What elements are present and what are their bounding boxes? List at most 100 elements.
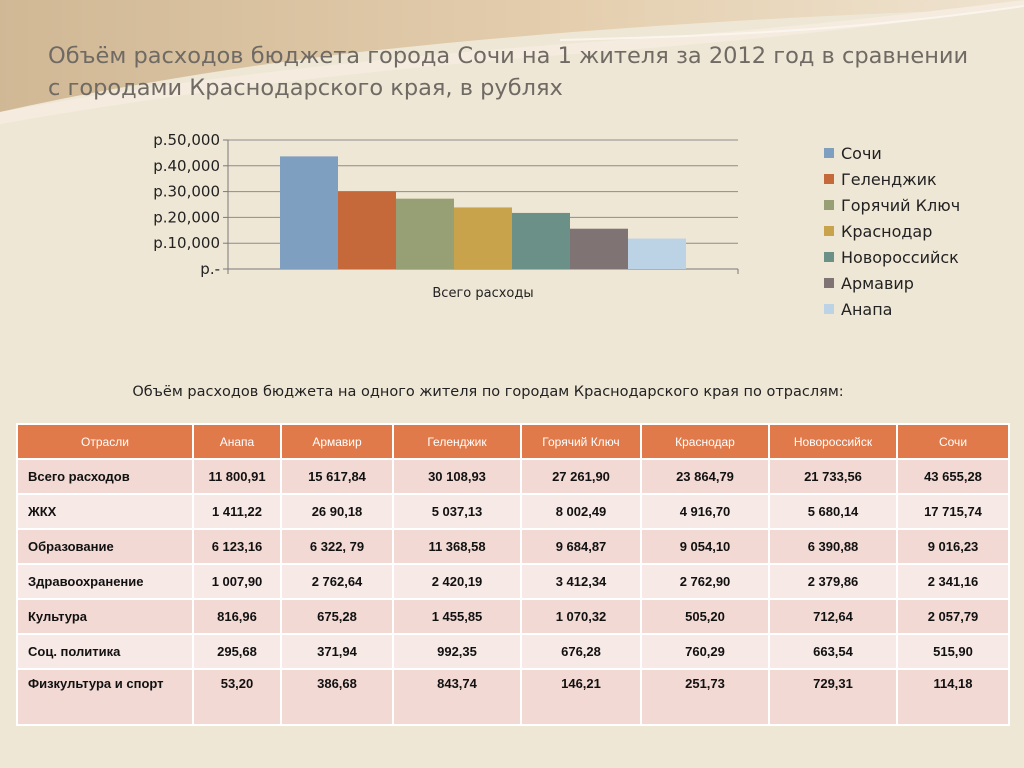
bar-4 bbox=[454, 207, 512, 269]
table-cell: 6 390,88 bbox=[768, 528, 898, 565]
table-cell: 5 680,14 bbox=[768, 493, 898, 530]
table-cell: 17 715,74 bbox=[896, 493, 1010, 530]
table-row: Образование 6 123,16 6 322, 79 11 368,58 9 6… bbox=[16, 528, 1010, 565]
y-tick-label: р.50,000 bbox=[153, 131, 220, 149]
table-cell: 251,73 bbox=[640, 668, 770, 726]
table-cell: 23 864,79 bbox=[640, 458, 770, 495]
table-cell: 843,74 bbox=[392, 668, 522, 726]
table-cell: 295,68 bbox=[192, 633, 282, 670]
table-cell: 4 916,70 bbox=[640, 493, 770, 530]
table-cell: 5 037,13 bbox=[392, 493, 522, 530]
table-cell: 2 379,86 bbox=[768, 563, 898, 600]
table-cell: 676,28 bbox=[520, 633, 642, 670]
legend-item: Новороссийск bbox=[824, 244, 960, 270]
table-cell: 114,18 bbox=[896, 668, 1010, 726]
page-title-line-2: с городами Краснодарского края, в рублях bbox=[48, 75, 563, 101]
row-label: Всего расходов bbox=[16, 458, 194, 495]
row-label: Физкультура и спорт bbox=[16, 668, 194, 726]
legend-label: Анапа bbox=[841, 299, 893, 319]
table-body: Всего расходов 11 800,91 15 617,84 30 108,9… bbox=[16, 458, 1010, 726]
table-cell: 386,68 bbox=[280, 668, 394, 726]
bar-chart: р.- р.10,000 р.20,000 р.30,000 р.40,000 р.50,… bbox=[153, 131, 739, 301]
column-header: Анапа bbox=[192, 423, 282, 460]
table-row: Соц. политика 295,68 371,94 992,35 676,28 760… bbox=[16, 633, 1010, 670]
legend-swatch bbox=[824, 278, 834, 288]
table-cell: 515,90 bbox=[896, 633, 1010, 670]
table-row: Культура 816,96 675,28 1 455,85 1 070,32 505,… bbox=[16, 598, 1010, 635]
table-cell: 729,31 bbox=[768, 668, 898, 726]
table-cell: 9 016,23 bbox=[896, 528, 1010, 565]
legend-label: Сочи bbox=[841, 143, 882, 163]
column-header: Геленджик bbox=[392, 423, 522, 460]
legend-item: Армавир bbox=[824, 270, 960, 296]
legend-label: Новороссийск bbox=[841, 247, 959, 267]
row-label: Образование bbox=[16, 528, 194, 565]
legend-item: Краснодар bbox=[824, 218, 960, 244]
legend-swatch bbox=[824, 174, 834, 184]
bar-1 bbox=[280, 156, 338, 269]
legend-item: Анапа bbox=[824, 296, 960, 322]
table-cell: 1 455,85 bbox=[392, 598, 522, 635]
table-cell: 9 054,10 bbox=[640, 528, 770, 565]
y-tick-label: р.40,000 bbox=[153, 157, 220, 175]
row-label: Соц. политика bbox=[16, 633, 194, 670]
column-header: Армавир bbox=[280, 423, 394, 460]
table-cell: 26 90,18 bbox=[280, 493, 394, 530]
table-cell: 371,94 bbox=[280, 633, 394, 670]
row-label: Здравоохранение bbox=[16, 563, 194, 600]
y-tick-label: р.- bbox=[200, 260, 220, 278]
table-header-row: Отрасли Анапа Армавир Геленджик Горячий Ключ… bbox=[16, 423, 1010, 460]
bar-5 bbox=[512, 212, 570, 269]
table-row: Всего расходов 11 800,91 15 617,84 30 108,9… bbox=[16, 458, 1010, 495]
table-row: ЖКХ 1 411,22 26 90,18 5 037,13 8 002,49 4 916… bbox=[16, 493, 1010, 530]
table-cell: 760,29 bbox=[640, 633, 770, 670]
table-cell: 6 123,16 bbox=[192, 528, 282, 565]
legend-swatch bbox=[824, 148, 834, 158]
row-label: Культура bbox=[16, 598, 194, 635]
table-cell: 675,28 bbox=[280, 598, 394, 635]
column-header: Новороссийск bbox=[768, 423, 898, 460]
table-cell: 2 341,16 bbox=[896, 563, 1010, 600]
table-cell: 6 322, 79 bbox=[280, 528, 394, 565]
y-tick-label: р.20,000 bbox=[153, 208, 220, 226]
y-tick-label: р.30,000 bbox=[153, 183, 220, 201]
table-row: Здравоохранение 1 007,90 2 762,64 2 420,19 3… bbox=[16, 563, 1010, 600]
legend-label: Горячий Ключ bbox=[841, 195, 961, 215]
table-cell: 2 762,64 bbox=[280, 563, 394, 600]
table-cell: 2 420,19 bbox=[392, 563, 522, 600]
table-cell: 2 057,79 bbox=[896, 598, 1010, 635]
table-cell: 11 800,91 bbox=[192, 458, 282, 495]
table-cell: 3 412,34 bbox=[520, 563, 642, 600]
table-cell: 8 002,49 bbox=[520, 493, 642, 530]
legend-item: Сочи bbox=[824, 140, 960, 166]
y-tick-label: р.10,000 bbox=[153, 234, 220, 252]
background-swoosh bbox=[0, 0, 1024, 140]
legend-swatch bbox=[824, 226, 834, 236]
table-cell: 1 070,32 bbox=[520, 598, 642, 635]
table-cell: 2 762,90 bbox=[640, 563, 770, 600]
page-title-line-1: Объём расходов бюджета города Сочи на 1 … bbox=[48, 43, 969, 69]
column-header: Краснодар bbox=[640, 423, 770, 460]
expenses-table: Отрасли Анапа Армавир Геленджик Горячий Ключ… bbox=[16, 423, 1010, 726]
legend-item: Горячий Ключ bbox=[824, 192, 960, 218]
table-cell: 53,20 bbox=[192, 668, 282, 726]
legend-swatch bbox=[824, 304, 834, 314]
page-title: Объём расходов бюджета города Сочи на 1 … bbox=[48, 40, 988, 104]
table-cell: 816,96 bbox=[192, 598, 282, 635]
bar-7 bbox=[628, 238, 686, 269]
legend-label: Краснодар bbox=[841, 221, 933, 241]
table-cell: 146,21 bbox=[520, 668, 642, 726]
row-label: ЖКХ bbox=[16, 493, 194, 530]
bar-6 bbox=[570, 228, 628, 269]
table-cell: 11 368,58 bbox=[392, 528, 522, 565]
table-cell: 1 411,22 bbox=[192, 493, 282, 530]
table-cell: 712,64 bbox=[768, 598, 898, 635]
table-cell: 1 007,90 bbox=[192, 563, 282, 600]
table-caption: Объём расходов бюджета на одного жителя … bbox=[132, 384, 844, 400]
table-cell: 27 261,90 bbox=[520, 458, 642, 495]
table-cell: 992,35 bbox=[392, 633, 522, 670]
table-cell: 505,20 bbox=[640, 598, 770, 635]
legend-label: Армавир bbox=[841, 273, 914, 293]
bar-2 bbox=[338, 191, 396, 269]
bar-3 bbox=[396, 198, 454, 269]
